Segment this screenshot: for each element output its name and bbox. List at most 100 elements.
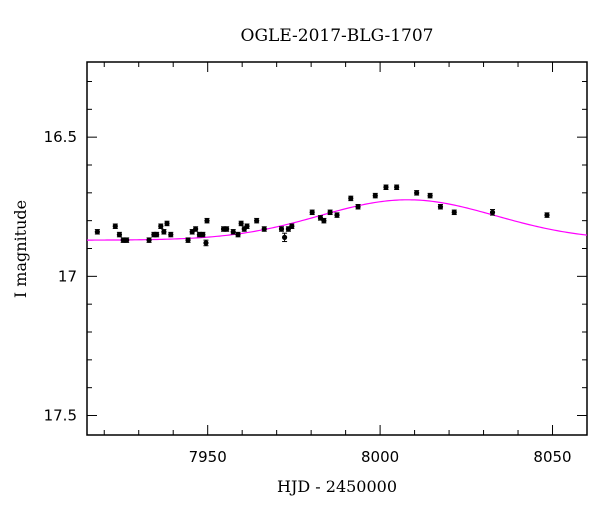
point-marker bbox=[309, 209, 315, 215]
point-marker bbox=[154, 231, 160, 238]
data-point bbox=[94, 229, 100, 235]
point-marker bbox=[327, 209, 333, 215]
point-marker bbox=[451, 209, 457, 215]
point-marker bbox=[203, 240, 209, 246]
point-marker bbox=[116, 231, 123, 238]
data-point bbox=[189, 229, 195, 235]
data-point bbox=[427, 192, 433, 199]
point-marker bbox=[224, 226, 230, 232]
data-point bbox=[451, 209, 457, 216]
chart-title: OGLE-2017-BLG-1707 bbox=[241, 26, 434, 46]
data-point bbox=[124, 237, 130, 243]
data-points bbox=[94, 184, 550, 247]
data-point bbox=[437, 204, 444, 210]
point-marker bbox=[161, 229, 167, 235]
axis-ticks bbox=[87, 62, 588, 435]
model-line bbox=[86, 199, 588, 241]
data-point bbox=[261, 226, 267, 232]
data-point bbox=[204, 217, 210, 224]
point-marker bbox=[383, 184, 389, 190]
point-marker bbox=[235, 231, 241, 238]
point-marker bbox=[321, 218, 327, 224]
data-point bbox=[154, 231, 160, 238]
data-point bbox=[235, 231, 241, 238]
tick-labels: 7950 8000 8050 16.5 17 17.5 bbox=[44, 128, 572, 466]
point-marker bbox=[112, 223, 118, 229]
point-marker bbox=[94, 229, 100, 235]
model-curve bbox=[86, 199, 588, 241]
x-axis-label: HJD - 2450000 bbox=[277, 477, 397, 496]
data-point bbox=[112, 223, 118, 229]
y-tick-label: 17 bbox=[58, 267, 77, 285]
point-marker bbox=[204, 218, 210, 224]
data-point bbox=[161, 229, 167, 235]
data-point bbox=[146, 237, 152, 243]
plot-frame bbox=[86, 61, 588, 436]
data-point bbox=[168, 231, 174, 238]
point-marker bbox=[254, 218, 260, 224]
point-marker bbox=[244, 223, 250, 229]
point-marker bbox=[168, 231, 174, 238]
data-point bbox=[244, 223, 250, 229]
point-marker bbox=[289, 223, 295, 229]
point-marker bbox=[164, 220, 170, 227]
data-point bbox=[489, 209, 496, 216]
point-marker bbox=[414, 190, 420, 196]
data-point bbox=[414, 190, 420, 196]
point-marker bbox=[355, 204, 361, 210]
data-point bbox=[254, 217, 260, 224]
point-marker bbox=[348, 195, 354, 201]
data-point bbox=[372, 192, 378, 199]
data-point bbox=[285, 226, 291, 232]
point-marker bbox=[200, 231, 206, 238]
point-marker bbox=[193, 226, 199, 232]
data-point bbox=[158, 223, 164, 229]
data-point bbox=[230, 229, 236, 235]
data-point bbox=[544, 212, 550, 218]
data-point bbox=[289, 223, 295, 229]
point-marker bbox=[124, 237, 130, 243]
data-point bbox=[193, 226, 199, 232]
point-marker bbox=[185, 237, 191, 243]
x-tick-label: 8050 bbox=[533, 448, 571, 466]
data-point bbox=[164, 220, 170, 227]
y-tick-label: 16.5 bbox=[44, 128, 77, 146]
data-point bbox=[238, 220, 244, 227]
y-tick-label: 17.5 bbox=[44, 407, 77, 425]
data-point bbox=[200, 231, 206, 238]
data-point bbox=[321, 217, 327, 224]
data-point bbox=[116, 231, 123, 238]
data-point bbox=[224, 226, 230, 232]
point-marker bbox=[285, 226, 291, 232]
point-marker bbox=[489, 209, 496, 215]
x-tick-label: 8000 bbox=[361, 448, 399, 466]
data-point bbox=[394, 184, 400, 190]
data-point bbox=[185, 237, 191, 243]
point-marker bbox=[437, 204, 444, 210]
data-point bbox=[334, 212, 340, 218]
y-axis-label: I magnitude bbox=[11, 200, 30, 298]
point-marker bbox=[261, 226, 267, 232]
point-marker bbox=[334, 212, 340, 218]
point-marker bbox=[158, 223, 164, 229]
point-marker bbox=[394, 184, 400, 190]
point-marker bbox=[146, 237, 152, 243]
point-marker bbox=[238, 220, 244, 227]
data-point bbox=[383, 184, 389, 190]
data-point bbox=[278, 226, 285, 232]
point-marker bbox=[189, 229, 195, 235]
point-marker bbox=[372, 193, 378, 199]
data-point bbox=[348, 195, 354, 202]
data-point bbox=[355, 204, 361, 210]
data-point bbox=[309, 209, 315, 216]
data-point bbox=[327, 209, 333, 216]
point-marker bbox=[281, 234, 288, 240]
point-marker bbox=[544, 212, 550, 218]
point-marker bbox=[230, 229, 236, 235]
data-point bbox=[281, 232, 288, 243]
point-marker bbox=[317, 215, 324, 221]
x-tick-label: 7950 bbox=[189, 448, 227, 466]
point-marker bbox=[278, 226, 285, 232]
data-point bbox=[203, 239, 209, 247]
